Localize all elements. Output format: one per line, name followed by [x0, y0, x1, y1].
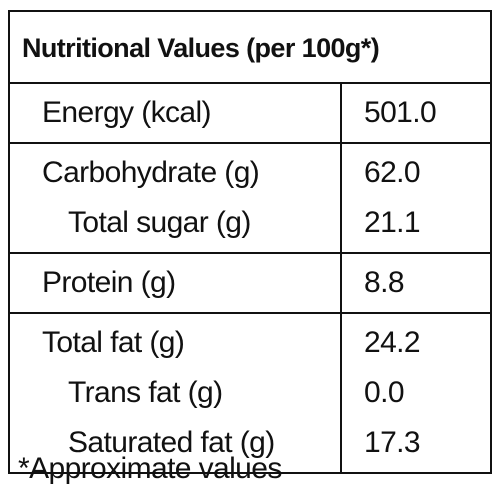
nutrient-label: Protein (g)	[42, 266, 176, 299]
nutrient-value: 501.0	[364, 96, 437, 129]
nutrient-label: Carbohydrate (g)	[42, 156, 260, 189]
nutrient-value: 0.0	[364, 376, 405, 409]
nutrient-label: Total sugar (g)	[68, 206, 251, 239]
nutrition-table: Nutritional Values (per 100g*) Energy (k…	[8, 10, 492, 474]
row-group: Energy (kcal) 501.0	[10, 82, 490, 142]
table-row: Carbohydrate (g) 62.0	[10, 148, 490, 198]
row-group: Protein (g) 8.8	[10, 252, 490, 312]
nutrient-value: 17.3	[364, 426, 421, 459]
table-row: Energy (kcal) 501.0	[10, 88, 490, 138]
row-group: Carbohydrate (g) 62.0 Total sugar (g) 21.1	[10, 142, 490, 252]
nutrient-label: Total fat (g)	[42, 326, 185, 359]
table-row: Total fat (g) 24.2	[10, 318, 490, 368]
table-row: Saturated fat (g) 17.3	[10, 418, 490, 468]
nutrient-value: 24.2	[364, 326, 421, 359]
table-row: Total sugar (g) 21.1	[10, 198, 490, 248]
nutrient-label: Trans fat (g)	[68, 376, 223, 409]
table-row: Protein (g) 8.8	[10, 258, 490, 308]
nutrient-value: 8.8	[364, 266, 405, 299]
row-group: Total fat (g) 24.2 Trans fat (g) 0.0 Saturat…	[10, 312, 490, 472]
nutrient-value: 62.0	[364, 156, 421, 189]
nutrient-label: Energy (kcal)	[42, 96, 212, 129]
table-row: Trans fat (g) 0.0	[10, 368, 490, 418]
nutrient-value: 21.1	[364, 206, 421, 239]
nutrient-label: Saturated fat (g)	[68, 426, 275, 459]
footnote: *Approximate values	[18, 452, 282, 485]
table-title: Nutritional Values (per 100g*)	[22, 33, 380, 63]
